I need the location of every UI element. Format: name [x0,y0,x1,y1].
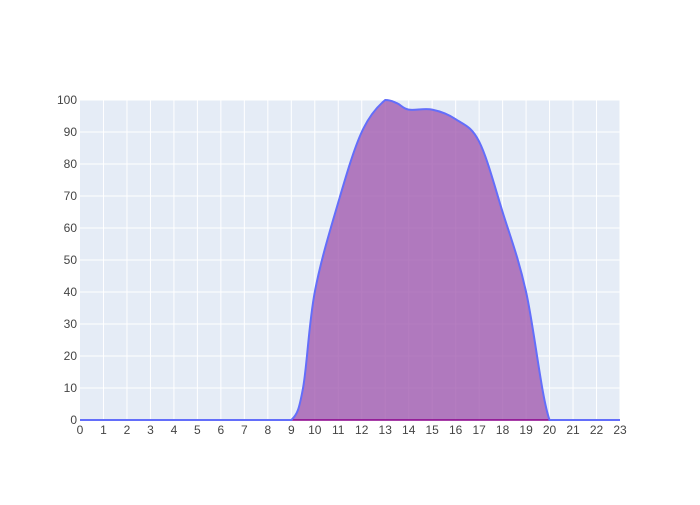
y-tick-label: 80 [64,157,78,171]
x-tick-label: 11 [332,423,345,437]
x-tick-label: 22 [590,423,604,437]
x-tick-label: 20 [543,423,557,437]
x-tick-label: 5 [194,423,201,437]
y-tick-label: 30 [64,317,78,331]
y-tick-label: 10 [64,381,78,395]
x-tick-label: 0 [77,423,84,437]
series-line [79,98,620,422]
y-tick-label: 0 [70,413,77,427]
x-tick-label: 19 [519,423,533,437]
y-tick-label: 60 [64,221,78,235]
x-tick-label: 21 [566,423,580,437]
y-tick-label: 90 [64,125,78,139]
x-tick-label: 17 [472,423,486,437]
x-tick-label: 2 [124,423,131,437]
x-tick-label: 14 [402,423,416,437]
x-tick-label: 18 [496,423,510,437]
y-tick-label: 20 [64,349,78,363]
x-tick-label: 9 [288,423,295,437]
x-tick-label: 10 [308,423,322,437]
x-tick-label: 15 [425,423,439,437]
x-tick-label: 23 [613,423,627,437]
x-tick-label: 8 [264,423,271,437]
x-tick-label: 13 [379,423,393,437]
x-tick-label: 6 [218,423,225,437]
y-tick-label: 70 [64,189,78,203]
y-tick-label: 50 [64,253,78,267]
y-tick-label: 40 [64,285,78,299]
area-fill [80,100,620,420]
x-tick-label: 7 [241,423,248,437]
x-tick-label: 3 [147,423,154,437]
x-tick-label: 4 [171,423,178,437]
x-tick-label: 12 [355,423,369,437]
x-tick-label: 16 [449,423,463,437]
x-tick-label: 1 [100,423,107,437]
y-tick-label: 100 [57,93,77,107]
